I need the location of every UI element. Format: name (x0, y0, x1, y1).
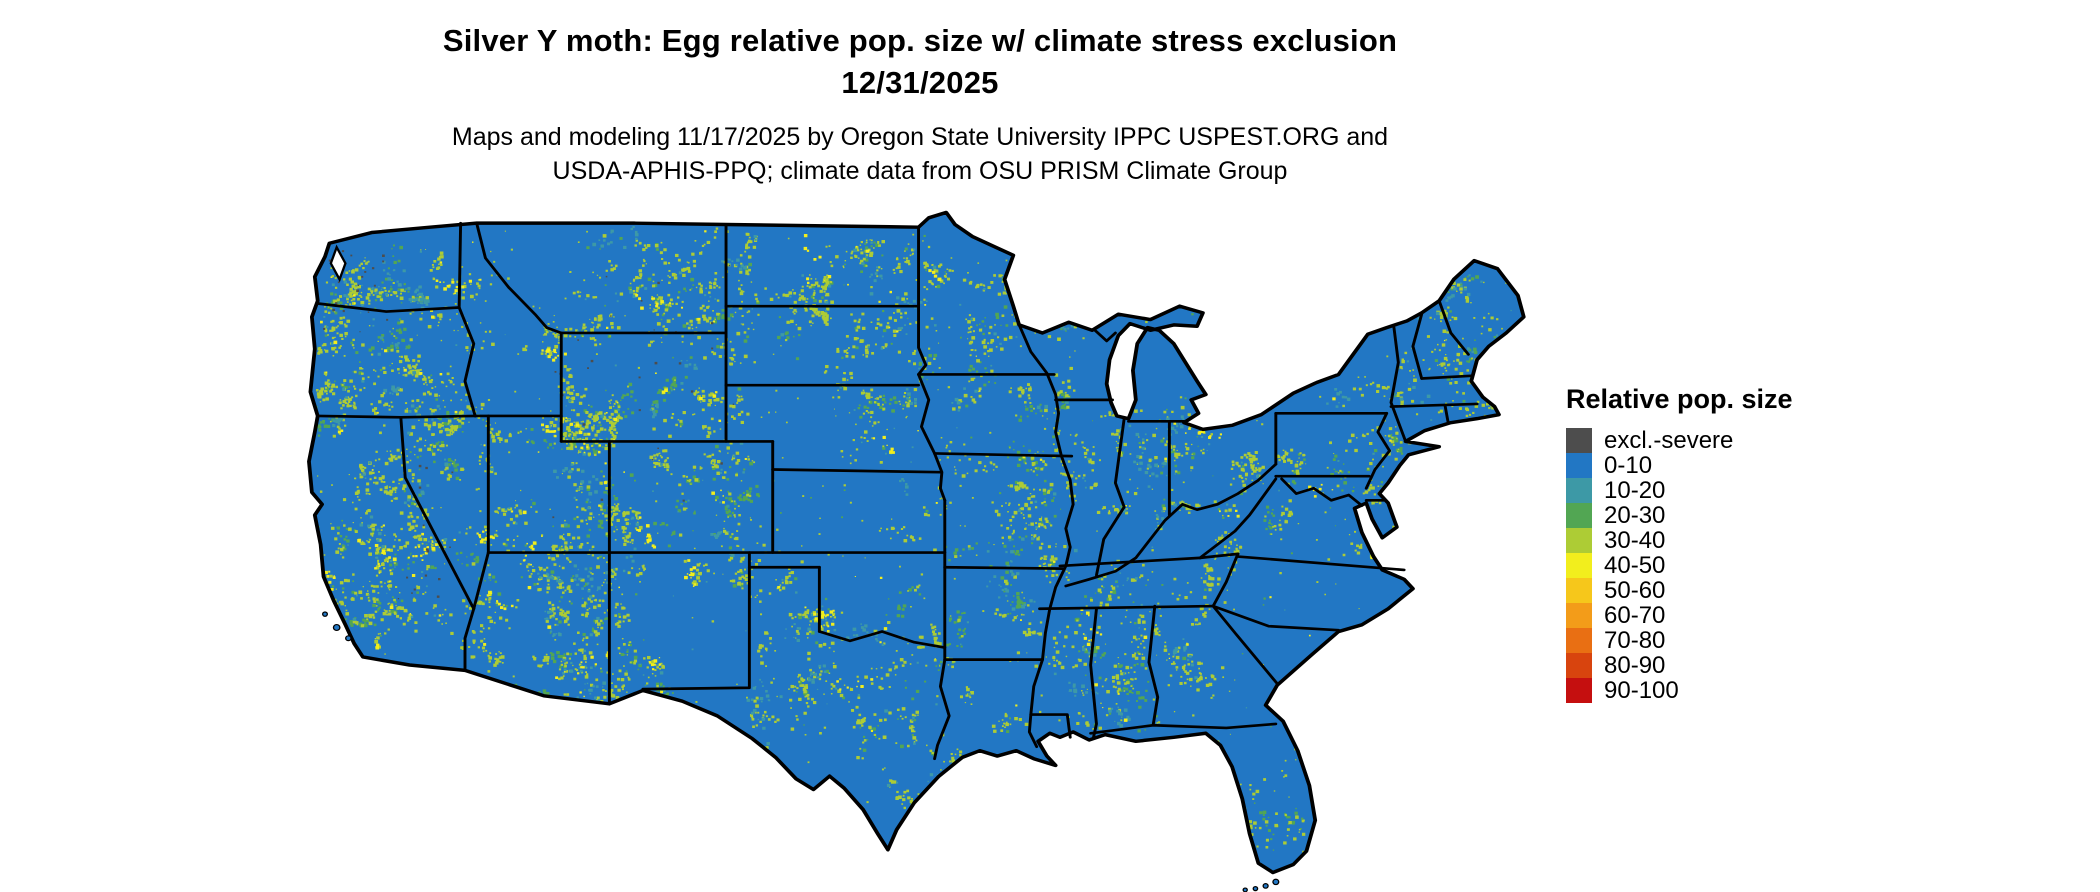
figure-subtitle-line2: USDA-APHIS-PPQ; climate data from OSU PR… (552, 157, 1288, 186)
legend-item: 80-90 (1566, 651, 1793, 679)
figure-title-date: 12/31/2025 (841, 64, 999, 100)
legend-label: 70-80 (1604, 626, 1666, 654)
legend-item: 40-50 (1566, 551, 1793, 579)
legend-swatch (1566, 578, 1592, 603)
us-coastline (307, 210, 1526, 875)
state-borders (316, 221, 1479, 761)
legend-label: 20-30 (1604, 501, 1666, 529)
legend-swatch (1566, 503, 1592, 528)
legend-label: 10-20 (1604, 476, 1666, 504)
legend-title: Relative pop. size (1566, 384, 1793, 414)
legend-label: 0-10 (1604, 451, 1653, 479)
legend-item: 90-100 (1566, 676, 1793, 704)
legend-label: 90-100 (1604, 676, 1679, 704)
figure-subtitle: Maps and modeling 11/17/2025 by Oregon S… (0, 120, 1840, 189)
figure-title-line1: Silver Y moth: Egg relative pop. size w/… (442, 23, 1398, 58)
us-landmass (308, 212, 1524, 873)
legend-item: 60-70 (1566, 601, 1793, 629)
legend-item: 0-10 (1566, 451, 1793, 479)
legend-item: 50-60 (1566, 576, 1793, 604)
figure-header: Silver Y moth: Egg relative pop. size w/… (0, 20, 1840, 189)
legend-swatch (1566, 628, 1592, 653)
legend-swatch (1566, 428, 1592, 453)
legend-label: 40-50 (1604, 551, 1666, 579)
legend-items: excl.-severe 0-10 10-20 20-30 30-40 40-50 50-6… (1566, 426, 1793, 704)
legend-swatch (1566, 603, 1592, 628)
legend-swatch (1566, 528, 1592, 553)
map-legend: Relative pop. size excl.-severe 0-10 10-20… (1566, 384, 1793, 704)
figure-title: Silver Y moth: Egg relative pop. size w/… (0, 20, 1840, 104)
legend-label: 30-40 (1604, 526, 1666, 554)
legend-swatch (1566, 678, 1592, 703)
legend-label: excl.-severe (1604, 426, 1734, 454)
figure-subtitle-line1: Maps and modeling 11/17/2025 by Oregon S… (451, 122, 1389, 151)
legend-item: 30-40 (1566, 526, 1793, 554)
legend-item: excl.-severe (1566, 426, 1793, 454)
puget-sound-inlet (329, 244, 347, 283)
legend-label: 50-60 (1604, 576, 1666, 604)
legend-item: 70-80 (1566, 626, 1793, 654)
legend-swatch (1566, 553, 1592, 578)
legend-item: 20-30 (1566, 501, 1793, 529)
legend-label: 80-90 (1604, 651, 1666, 679)
legend-label: 60-70 (1604, 601, 1666, 629)
legend-swatch (1566, 453, 1592, 478)
legend-item: 10-20 (1566, 476, 1793, 504)
legend-swatch (1566, 478, 1592, 503)
offshore-islands (322, 611, 1280, 892)
us-map (307, 210, 1526, 892)
legend-swatch (1566, 653, 1592, 678)
